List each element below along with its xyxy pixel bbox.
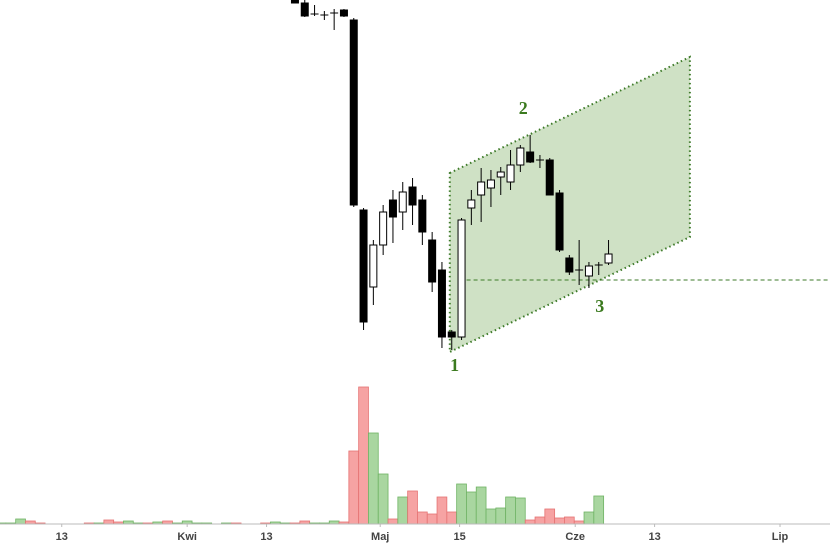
candle-body — [349, 19, 358, 206]
candle-body — [359, 209, 368, 323]
candle-body — [604, 253, 613, 264]
candle-body — [369, 244, 378, 288]
candle-body — [418, 199, 427, 233]
volume-bar — [407, 490, 418, 525]
candle-body — [447, 331, 456, 338]
trend-channel — [448, 55, 691, 354]
volume-bar — [515, 497, 526, 525]
volume-bar — [564, 516, 575, 525]
volume-bar — [485, 508, 497, 525]
x-tick-label: Maj — [371, 531, 389, 543]
volume-bar — [544, 508, 556, 525]
volume-bar — [495, 507, 507, 525]
volume-bar — [387, 518, 399, 525]
candle-body — [457, 219, 466, 338]
annotation: 2 — [519, 98, 528, 118]
x-tick-label: 13 — [648, 531, 660, 543]
volume-bar — [15, 518, 26, 525]
candle-body — [388, 199, 397, 218]
candle-body — [565, 257, 574, 273]
candle-body — [408, 186, 417, 206]
volume-bar — [348, 450, 360, 525]
volume-bar — [554, 517, 565, 525]
volume-bar — [446, 511, 458, 525]
volume-bar — [534, 516, 546, 525]
candle-body — [516, 147, 525, 166]
candle-body — [477, 181, 486, 196]
x-tick-label: Cze — [565, 531, 585, 543]
candle-body — [486, 179, 495, 189]
candle-body — [339, 9, 348, 17]
x-tick-label: 13 — [56, 531, 68, 543]
candle-body — [398, 191, 407, 213]
annotation: 3 — [595, 296, 604, 316]
volume-bar — [377, 473, 389, 525]
volume-bar — [593, 495, 605, 525]
volume-bar — [426, 513, 438, 525]
volume-bar — [368, 432, 379, 525]
volume-bar — [524, 519, 536, 525]
candle-body — [584, 265, 593, 277]
volume-bar — [436, 496, 448, 525]
annotation: 1 — [450, 355, 459, 375]
volume-bar — [583, 511, 595, 525]
volume-bar — [397, 496, 409, 525]
volume-bar — [358, 386, 369, 525]
candle-body — [467, 199, 476, 209]
volume-bar — [475, 486, 487, 525]
candle-body — [555, 192, 564, 251]
candle-body — [300, 2, 309, 17]
candle-body — [506, 164, 515, 183]
candle-body — [379, 211, 388, 246]
candle-body — [290, 0, 299, 4]
x-tick-label: 15 — [453, 531, 465, 543]
candle-body — [437, 269, 446, 338]
volume-bar — [456, 483, 467, 525]
x-tick-label: 13 — [260, 531, 272, 543]
volume-bar — [466, 491, 477, 525]
volume-bar — [505, 496, 516, 525]
candle-body — [545, 159, 554, 196]
volume-bar — [417, 511, 428, 525]
candle-body — [496, 171, 505, 178]
volume-bar — [103, 519, 115, 525]
candle-body — [526, 151, 535, 163]
candle-body — [428, 239, 437, 283]
x-tick-label: Lip — [772, 531, 789, 543]
x-tick-label: Kwi — [177, 531, 197, 543]
